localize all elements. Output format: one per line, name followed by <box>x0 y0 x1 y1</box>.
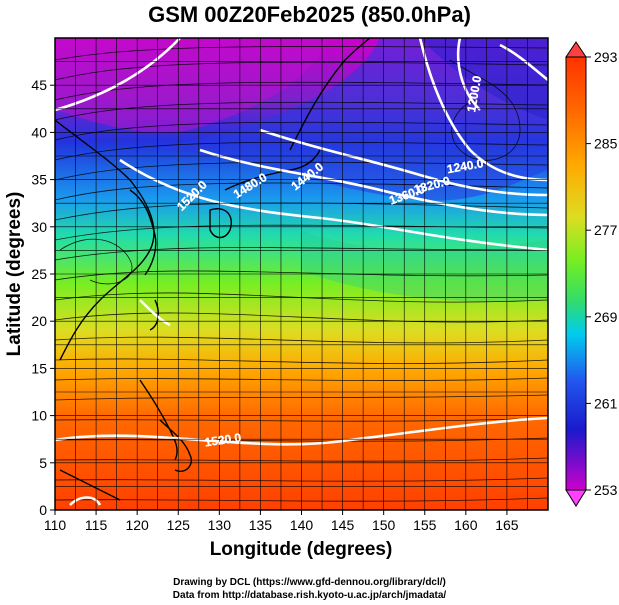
colorbar-scale <box>565 56 587 491</box>
y-tick-label: 45 <box>31 77 47 93</box>
colorbar-top-arrow <box>565 41 587 58</box>
colorbar-tick-label: 285 <box>594 136 618 152</box>
y-tick-label: 10 <box>31 408 47 424</box>
x-tick-label: 130 <box>208 517 232 533</box>
y-tick-label: 15 <box>31 360 47 376</box>
y-tick-label: 20 <box>31 313 47 329</box>
x-tick-label: 140 <box>290 517 314 533</box>
x-tick-label: 125 <box>167 517 191 533</box>
x-axis-label: Longitude (degrees) <box>210 539 393 560</box>
x-tick-label: 150 <box>372 517 396 533</box>
colorbar-tick-label: 269 <box>594 309 618 325</box>
x-tick-label: 165 <box>495 517 519 533</box>
colorbar-tick-label: 277 <box>594 222 618 238</box>
x-tick-labels: 110 115 120 125 130 135 140 145 150 155 160 165 <box>44 510 519 533</box>
graticule <box>55 38 548 510</box>
x-tick-label: 120 <box>125 517 149 533</box>
y-tick-label: 35 <box>31 172 47 188</box>
x-tick-label: 160 <box>454 517 478 533</box>
map-title: GSM 00Z20Feb2025 (850.0hPa) <box>148 2 471 27</box>
x-tick-label: 115 <box>85 517 108 533</box>
colorbar-bottom-arrow <box>565 489 587 507</box>
y-tick-label: 25 <box>31 266 47 282</box>
colorbar-tick-label: 293 <box>594 49 618 65</box>
y-axis-label: Latitude (degrees) <box>4 192 25 357</box>
height-contours <box>55 38 548 506</box>
x-tick-label: 135 <box>249 517 273 533</box>
y-tick-label: 30 <box>31 219 47 235</box>
wind-streamlines <box>55 46 548 502</box>
y-tick-label: 5 <box>39 455 47 471</box>
y-tick-label: 40 <box>31 124 47 140</box>
y-tick-labels: 0 5 10 15 20 25 30 35 40 45 <box>31 77 55 518</box>
y-tick-label: 0 <box>39 502 47 518</box>
contour-label: 1240.0 <box>446 156 485 176</box>
x-tick-label: 155 <box>413 517 437 533</box>
x-tick-label: 145 <box>331 517 355 533</box>
x-tick-label: 110 <box>44 517 67 533</box>
credit-data: Data from http://database.rish.kyoto-u.a… <box>172 590 447 601</box>
contour-label: 1520.0 <box>204 430 243 449</box>
weather-map: 1200.01440.01480.01520.01520.01240.01320… <box>4 37 618 560</box>
credit-drawing: Drawing by DCL (https://www.gfd-dennou.o… <box>173 577 446 588</box>
colorbar-tick-label: 261 <box>594 395 618 411</box>
colorbar-tick-label: 253 <box>594 482 618 498</box>
contour-label: 1200.0 <box>464 74 484 113</box>
colorbar: 293 285 277 269 261 253 <box>565 41 618 507</box>
colorbar-tick-labels: 293 285 277 269 261 253 <box>586 49 618 498</box>
